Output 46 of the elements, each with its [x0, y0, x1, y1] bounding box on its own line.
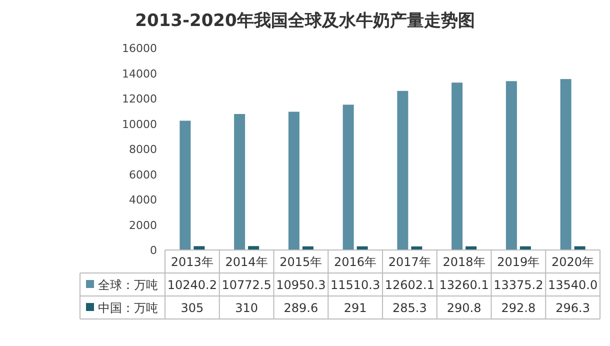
bar	[560, 79, 572, 250]
bar	[180, 120, 191, 250]
data-label: 10950.3	[276, 278, 326, 292]
data-label: 292.8	[501, 301, 536, 315]
data-label: 13375.2	[494, 278, 544, 292]
x-tick-label: 2017年	[388, 255, 431, 269]
data-label: 289.6	[284, 301, 318, 315]
x-tick-label: 2014年	[225, 255, 268, 269]
data-label: 11510.3	[330, 278, 380, 292]
legend-label: 全球：万吨	[98, 278, 158, 292]
y-tick-label: 0	[150, 244, 157, 257]
data-label: 12602.1	[384, 278, 434, 292]
data-label: 10240.2	[167, 278, 217, 292]
data-label: 310	[235, 301, 258, 315]
data-label: 10772.5	[222, 278, 272, 292]
data-label: 291	[344, 301, 367, 315]
y-tick-label: 10000	[122, 118, 157, 131]
bar	[288, 112, 300, 250]
x-tick-label: 2018年	[442, 255, 486, 269]
x-tick-label: 2016年	[334, 255, 377, 269]
bar	[342, 104, 354, 250]
x-tick-label: 2013年	[170, 255, 214, 269]
y-tick-label: 4000	[129, 194, 157, 206]
bar	[234, 114, 246, 250]
data-label: 290.8	[446, 301, 482, 315]
chart-title: 2013-2020年我国全球及水牛奶产量走势图	[135, 11, 475, 31]
y-tick-label: 12000	[122, 92, 157, 106]
y-tick-label: 16000	[122, 42, 157, 55]
bar	[397, 90, 408, 250]
bar	[506, 81, 517, 250]
bar	[452, 82, 463, 250]
data-label: 13540.0	[548, 278, 598, 292]
data-label: 285.3	[392, 301, 427, 315]
y-tick-label: 6000	[129, 168, 157, 182]
bar	[248, 246, 260, 250]
data-label: 305	[180, 301, 204, 315]
y-tick-label: 8000	[129, 143, 157, 156]
data-label: 296.3	[556, 301, 590, 315]
data-label: 13260.1	[439, 278, 489, 292]
x-tick-label: 2015年	[280, 255, 322, 269]
bar	[194, 246, 205, 250]
y-tick-label: 2000	[129, 218, 157, 232]
y-tick-label: 14000	[122, 67, 157, 80]
legend-label: 中国：万吨	[98, 301, 158, 315]
x-tick-label: 2019年	[497, 255, 540, 269]
x-tick-label: 2020年	[552, 255, 594, 269]
